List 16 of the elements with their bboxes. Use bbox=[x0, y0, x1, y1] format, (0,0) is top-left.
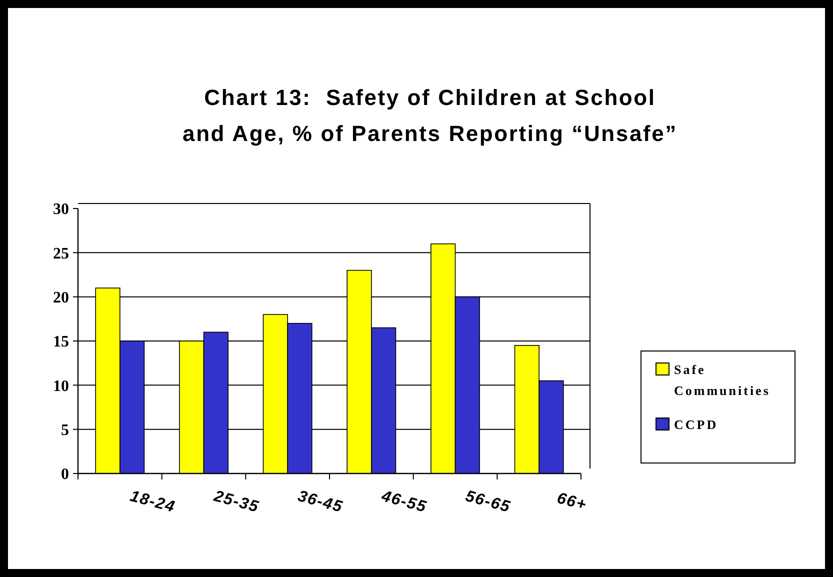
legend-label: CCPD bbox=[674, 417, 718, 432]
y-tick-label: 25 bbox=[53, 245, 69, 262]
y-tick-label: 30 bbox=[53, 201, 69, 218]
y-tick-label: 15 bbox=[53, 334, 69, 351]
x-tick-label: 18-24 bbox=[128, 488, 178, 516]
y-tick-label: 5 bbox=[61, 422, 69, 439]
x-tick-label: 66+ bbox=[555, 490, 589, 514]
chart-title: Chart 13: Safety of Children at School and Age, % of Parents Reporting “Unsafe” bbox=[182, 85, 678, 146]
x-tick-label: 56-65 bbox=[464, 488, 512, 516]
x-tick-label: 25-35 bbox=[211, 488, 261, 516]
x-tick-label: 36-45 bbox=[296, 488, 345, 516]
y-tick-label: 20 bbox=[53, 289, 69, 306]
y-tick-label: 10 bbox=[53, 378, 69, 395]
x-tick-label: 46-55 bbox=[378, 488, 429, 516]
legend-label: Safe Communities bbox=[674, 362, 770, 398]
y-tick-label: 0 bbox=[61, 466, 69, 484]
